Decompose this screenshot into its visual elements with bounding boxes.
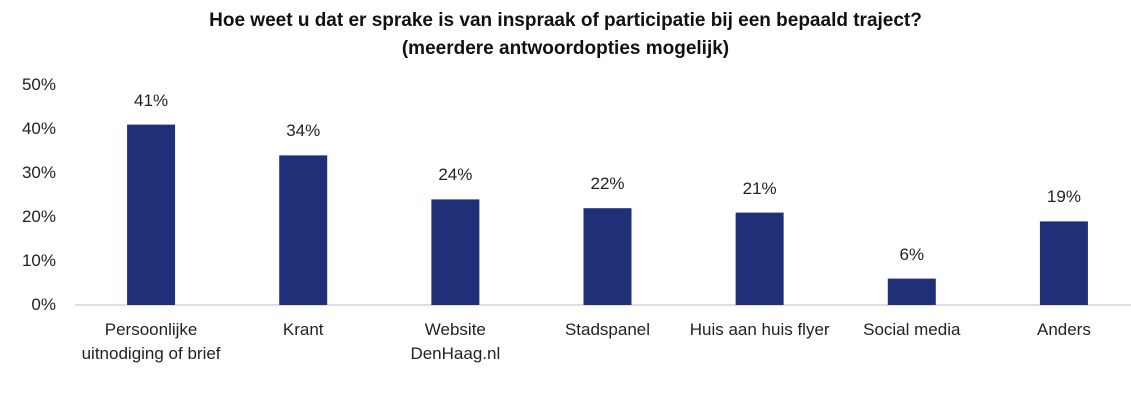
value-label: 24% [438, 165, 473, 185]
value-label: 41% [134, 90, 169, 110]
bar [735, 212, 784, 305]
chart-title: Hoe weet u dat er sprake is van inspraak… [209, 10, 922, 31]
value-label: 34% [286, 121, 321, 141]
value-label: 21% [742, 178, 777, 198]
value-label: 19% [1046, 187, 1081, 207]
y-tick-label: 30% [21, 163, 56, 182]
y-tick-label: 20% [21, 207, 56, 226]
x-tick-label: Website DenHaag.nl [410, 320, 501, 363]
value-label: 22% [590, 174, 625, 194]
bar [1039, 221, 1088, 305]
y-tick-label: 50% [21, 75, 56, 94]
chart-subtitle: (meerdere antwoordopties mogelijk) [401, 38, 730, 59]
value-label: 6% [899, 244, 925, 264]
y-tick-label: 40% [21, 119, 56, 138]
x-tick-label: Anders [1036, 320, 1091, 339]
x-tick-label: Huis aan huis flyer [689, 320, 830, 339]
y-tick-label: 0% [31, 295, 56, 314]
bar [279, 155, 328, 305]
bar [583, 208, 632, 305]
x-tick-label: Stadspanel [564, 320, 651, 339]
x-tick-label: Persoonlijke uitnodiging of brief [81, 320, 221, 363]
x-tick-label: Social media [863, 320, 961, 339]
bar [127, 124, 176, 305]
bar [431, 199, 480, 305]
bar [887, 278, 936, 305]
x-tick-label: Krant [282, 320, 324, 339]
y-tick-label: 10% [21, 251, 56, 270]
